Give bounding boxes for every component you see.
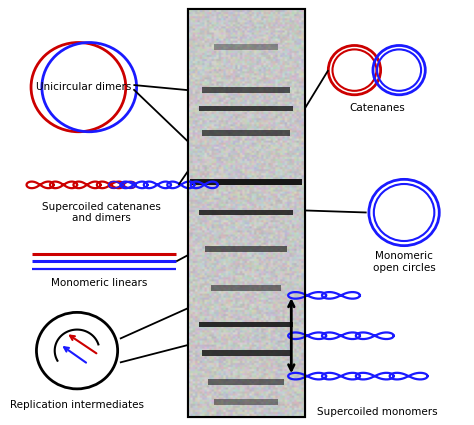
Bar <box>202 88 290 93</box>
Text: Catenanes: Catenanes <box>349 103 405 113</box>
Bar <box>202 351 290 356</box>
Text: Monomeric
open circles: Monomeric open circles <box>373 251 436 272</box>
Bar <box>199 210 293 215</box>
Text: Monomeric linears: Monomeric linears <box>51 278 148 289</box>
Text: Supercoiled monomers: Supercoiled monomers <box>317 407 438 417</box>
Bar <box>205 246 287 252</box>
Text: Supercoiled catenanes
and dimers: Supercoiled catenanes and dimers <box>42 202 161 223</box>
Text: Replication intermediates: Replication intermediates <box>10 400 144 410</box>
Bar <box>199 106 293 111</box>
Bar <box>211 285 282 291</box>
Bar <box>188 8 305 416</box>
Bar <box>214 400 278 405</box>
Text: Unicircular dimers: Unicircular dimers <box>36 82 131 92</box>
Bar <box>202 130 290 136</box>
Bar <box>199 322 293 328</box>
Bar <box>188 8 305 416</box>
Bar <box>214 45 278 50</box>
Bar <box>208 379 284 385</box>
Bar <box>191 179 302 184</box>
